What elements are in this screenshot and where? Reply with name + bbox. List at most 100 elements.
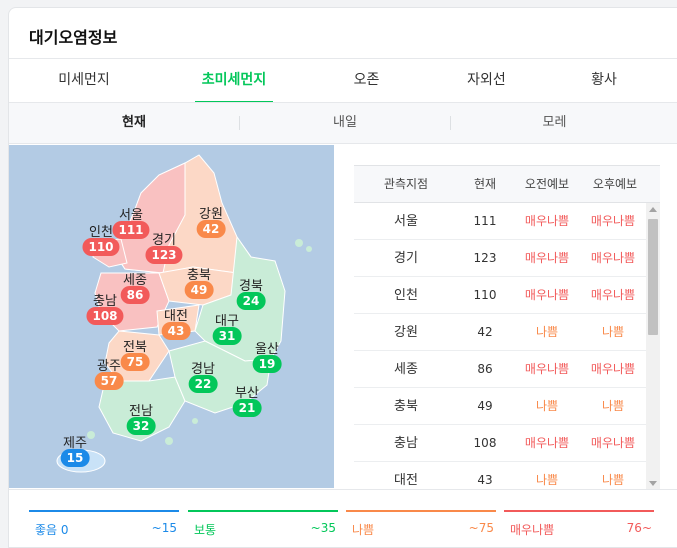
- table-row: 대전 43 나쁨 나쁨: [354, 462, 646, 490]
- legend-normal: 보통 ~35: [188, 510, 338, 538]
- region-label: 광주: [97, 359, 121, 374]
- region-value-badge[interactable]: 108: [86, 307, 124, 325]
- pm-forecast: 나쁨: [601, 398, 625, 413]
- station-name: 인천: [394, 287, 418, 303]
- table-body[interactable]: 서울 111 매우나쁨 매우나쁨 경기 123 매우나쁨 매우나쁨 인천 110 매우나쁨 매우나쁨 강…: [354, 203, 646, 490]
- table-row: 충북 49 나쁨 나쁨: [354, 388, 646, 425]
- day-after-tomorrow[interactable]: 모레: [542, 115, 567, 130]
- current-value: 108: [473, 435, 497, 450]
- region-label: 세종: [123, 273, 147, 288]
- region-label: 울산: [255, 342, 279, 357]
- legend-label: 보통: [194, 523, 217, 537]
- region-label: 서울: [119, 208, 143, 223]
- legend-range: 76~: [626, 521, 652, 535]
- table-scrollbar[interactable]: [646, 203, 660, 490]
- station-name: 강원: [394, 324, 418, 340]
- station-name: 대전: [394, 472, 418, 488]
- region-label: 제주: [63, 436, 87, 451]
- air-pollution-panel: 대기오염정보 미세먼지 초미세먼지 오존 자외선 황사 현재 내일 모레: [8, 7, 677, 548]
- table-row: 인천 110 매우나쁨 매우나쁨: [354, 277, 646, 314]
- tab-yellow-dust[interactable]: 황사: [591, 72, 617, 88]
- current-value: 42: [477, 324, 493, 339]
- region-label: 충남: [93, 294, 117, 309]
- table-row: 경기 123 매우나쁨 매우나쁨: [354, 240, 646, 277]
- region-label: 대구: [215, 314, 239, 329]
- korea-air-quality-map: 서울 111 인천 110 경기 123 강원 42 세종 86 충북 49 경북 24 충남 108 대전 43…: [9, 145, 334, 488]
- am-forecast: 매우나쁨: [524, 250, 570, 265]
- station-name: 충북: [394, 398, 418, 414]
- station-table: 관측지점 현재 오전예보 오후예보 서울 111 매우나쁨 매우나쁨 경기 123 매우나쁨…: [354, 165, 660, 490]
- region-label: 경남: [191, 362, 215, 377]
- col-now: 현재: [473, 177, 497, 191]
- legend-bad: 나쁨 ~75: [346, 510, 496, 538]
- col-pm-forecast: 오후예보: [592, 177, 638, 191]
- current-value: 110: [473, 287, 497, 302]
- pm-forecast: 매우나쁨: [590, 213, 636, 228]
- region-label: 전북: [123, 340, 147, 355]
- region-label: 전남: [129, 404, 153, 419]
- region-label: 인천: [89, 225, 113, 240]
- am-forecast: 매우나쁨: [524, 435, 570, 450]
- current-value: 49: [477, 398, 493, 413]
- scroll-up-arrow-icon[interactable]: [649, 207, 657, 212]
- region-label: 대전: [164, 309, 188, 324]
- region-value-badge[interactable]: 22: [188, 375, 218, 393]
- legend-label: 나쁨: [352, 523, 375, 537]
- table-row: 충남 108 매우나쁨 매우나쁨: [354, 425, 646, 462]
- pm-forecast: 매우나쁨: [590, 435, 636, 450]
- region-label: 경기: [152, 233, 176, 248]
- station-name: 충남: [394, 435, 418, 451]
- tab-ultrafine-dust[interactable]: 초미세먼지: [159, 59, 309, 103]
- pm-forecast: 매우나쁨: [590, 250, 636, 265]
- region-value-badge[interactable]: 57: [94, 372, 124, 390]
- table-row: 서울 111 매우나쁨 매우나쁨: [354, 203, 646, 240]
- korea-map-shape: [56, 154, 312, 473]
- tab-fine-dust[interactable]: 미세먼지: [58, 72, 110, 88]
- region-value-badge[interactable]: 123: [145, 246, 183, 264]
- scroll-thumb[interactable]: [648, 219, 658, 335]
- region-value-badge[interactable]: 19: [252, 355, 282, 373]
- legend-label: 매우나쁨: [510, 523, 555, 537]
- region-label: 부산: [235, 386, 259, 401]
- region-value-badge[interactable]: 24: [236, 292, 266, 310]
- table-row: 세종 86 매우나쁨 매우나쁨: [354, 351, 646, 388]
- legend-very-bad: 매우나쁨 76~: [504, 510, 654, 538]
- tab-ozone[interactable]: 오존: [353, 72, 380, 88]
- day-today[interactable]: 현재: [122, 115, 146, 130]
- region-value-badge[interactable]: 86: [120, 286, 150, 304]
- region-value-badge[interactable]: 75: [120, 353, 150, 371]
- col-am-forecast: 오전예보: [524, 177, 570, 191]
- am-forecast: 매우나쁨: [524, 361, 570, 376]
- legend-range: ~15: [151, 521, 177, 535]
- region-value-badge[interactable]: 32: [126, 417, 156, 435]
- table-row: 강원 42 나쁨 나쁨: [354, 314, 646, 351]
- am-forecast: 매우나쁨: [524, 213, 570, 228]
- region-value-badge[interactable]: 49: [184, 281, 214, 299]
- region-value-badge[interactable]: 110: [82, 238, 120, 256]
- day-divider: [450, 116, 451, 130]
- am-forecast: 매우나쁨: [524, 287, 570, 302]
- day-tomorrow[interactable]: 내일: [333, 115, 357, 130]
- legend-good: 좋음 0 ~15: [29, 510, 179, 538]
- current-value: 123: [473, 250, 497, 265]
- am-forecast: 나쁨: [535, 398, 559, 413]
- pm-forecast: 나쁨: [601, 472, 625, 487]
- region-value-badge[interactable]: 43: [161, 322, 191, 340]
- station-name: 경기: [394, 250, 418, 266]
- region-value-badge[interactable]: 42: [196, 220, 226, 238]
- region-label: 경북: [239, 279, 263, 294]
- am-forecast: 나쁨: [535, 472, 559, 487]
- region-value-badge[interactable]: 31: [212, 327, 242, 345]
- current-value: 86: [477, 361, 493, 376]
- tab-uv[interactable]: 자외선: [467, 72, 506, 88]
- region-value-badge[interactable]: 21: [232, 399, 262, 417]
- scroll-down-arrow-icon[interactable]: [649, 481, 657, 486]
- legend-range: ~35: [310, 521, 336, 535]
- pm-forecast: 매우나쁨: [590, 287, 636, 302]
- day-selector: 현재 내일 모레: [9, 102, 677, 144]
- pm-forecast: 매우나쁨: [590, 361, 636, 376]
- region-value-badge[interactable]: 15: [60, 449, 90, 467]
- am-forecast: 나쁨: [535, 324, 559, 339]
- legend: 좋음 0 ~15 보통 ~35 나쁨 ~75 매우나쁨 76~: [9, 489, 677, 547]
- region-value-badge[interactable]: 111: [112, 221, 150, 239]
